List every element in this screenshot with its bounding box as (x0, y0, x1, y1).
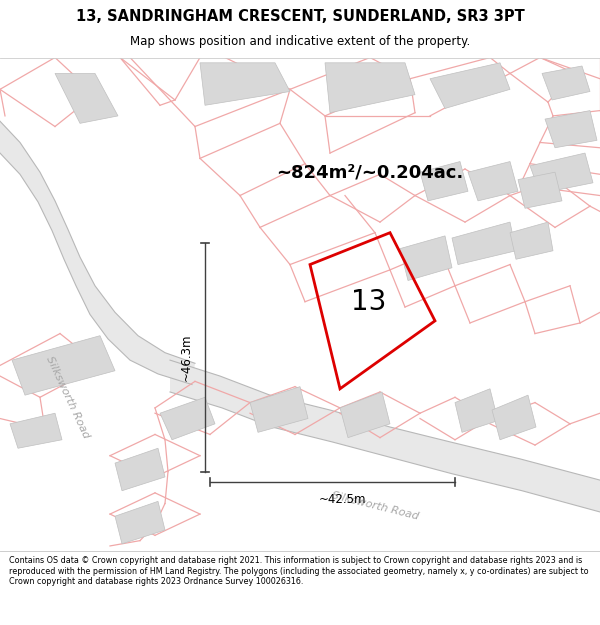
Polygon shape (115, 448, 165, 491)
Polygon shape (160, 398, 215, 440)
Polygon shape (250, 387, 308, 432)
Polygon shape (115, 501, 165, 544)
Polygon shape (325, 62, 415, 112)
Polygon shape (170, 360, 600, 512)
Text: ~46.3m: ~46.3m (180, 334, 193, 381)
Polygon shape (455, 389, 498, 432)
Polygon shape (468, 161, 518, 201)
Polygon shape (530, 153, 593, 193)
Text: Contains OS data © Crown copyright and database right 2021. This information is : Contains OS data © Crown copyright and d… (9, 556, 589, 586)
Polygon shape (400, 236, 452, 281)
Text: ~42.5m: ~42.5m (319, 493, 366, 506)
Polygon shape (545, 111, 597, 148)
Polygon shape (340, 392, 390, 438)
Text: 13, SANDRINGHAM CRESCENT, SUNDERLAND, SR3 3PT: 13, SANDRINGHAM CRESCENT, SUNDERLAND, SR… (76, 9, 524, 24)
Text: Silksworth Road: Silksworth Road (44, 354, 91, 440)
Polygon shape (200, 62, 290, 105)
Text: Silksworth Road: Silksworth Road (331, 490, 419, 521)
Polygon shape (492, 395, 536, 440)
Text: 13: 13 (351, 288, 386, 316)
Polygon shape (430, 62, 510, 109)
Text: Map shows position and indicative extent of the property.: Map shows position and indicative extent… (130, 35, 470, 48)
Polygon shape (420, 161, 468, 201)
Polygon shape (10, 413, 62, 448)
Polygon shape (12, 336, 115, 395)
Polygon shape (55, 73, 118, 123)
Text: ~824m²/~0.204ac.: ~824m²/~0.204ac. (277, 163, 464, 181)
Polygon shape (0, 121, 195, 384)
Polygon shape (452, 222, 516, 264)
Polygon shape (542, 66, 590, 100)
Polygon shape (510, 222, 553, 259)
Polygon shape (518, 172, 562, 208)
